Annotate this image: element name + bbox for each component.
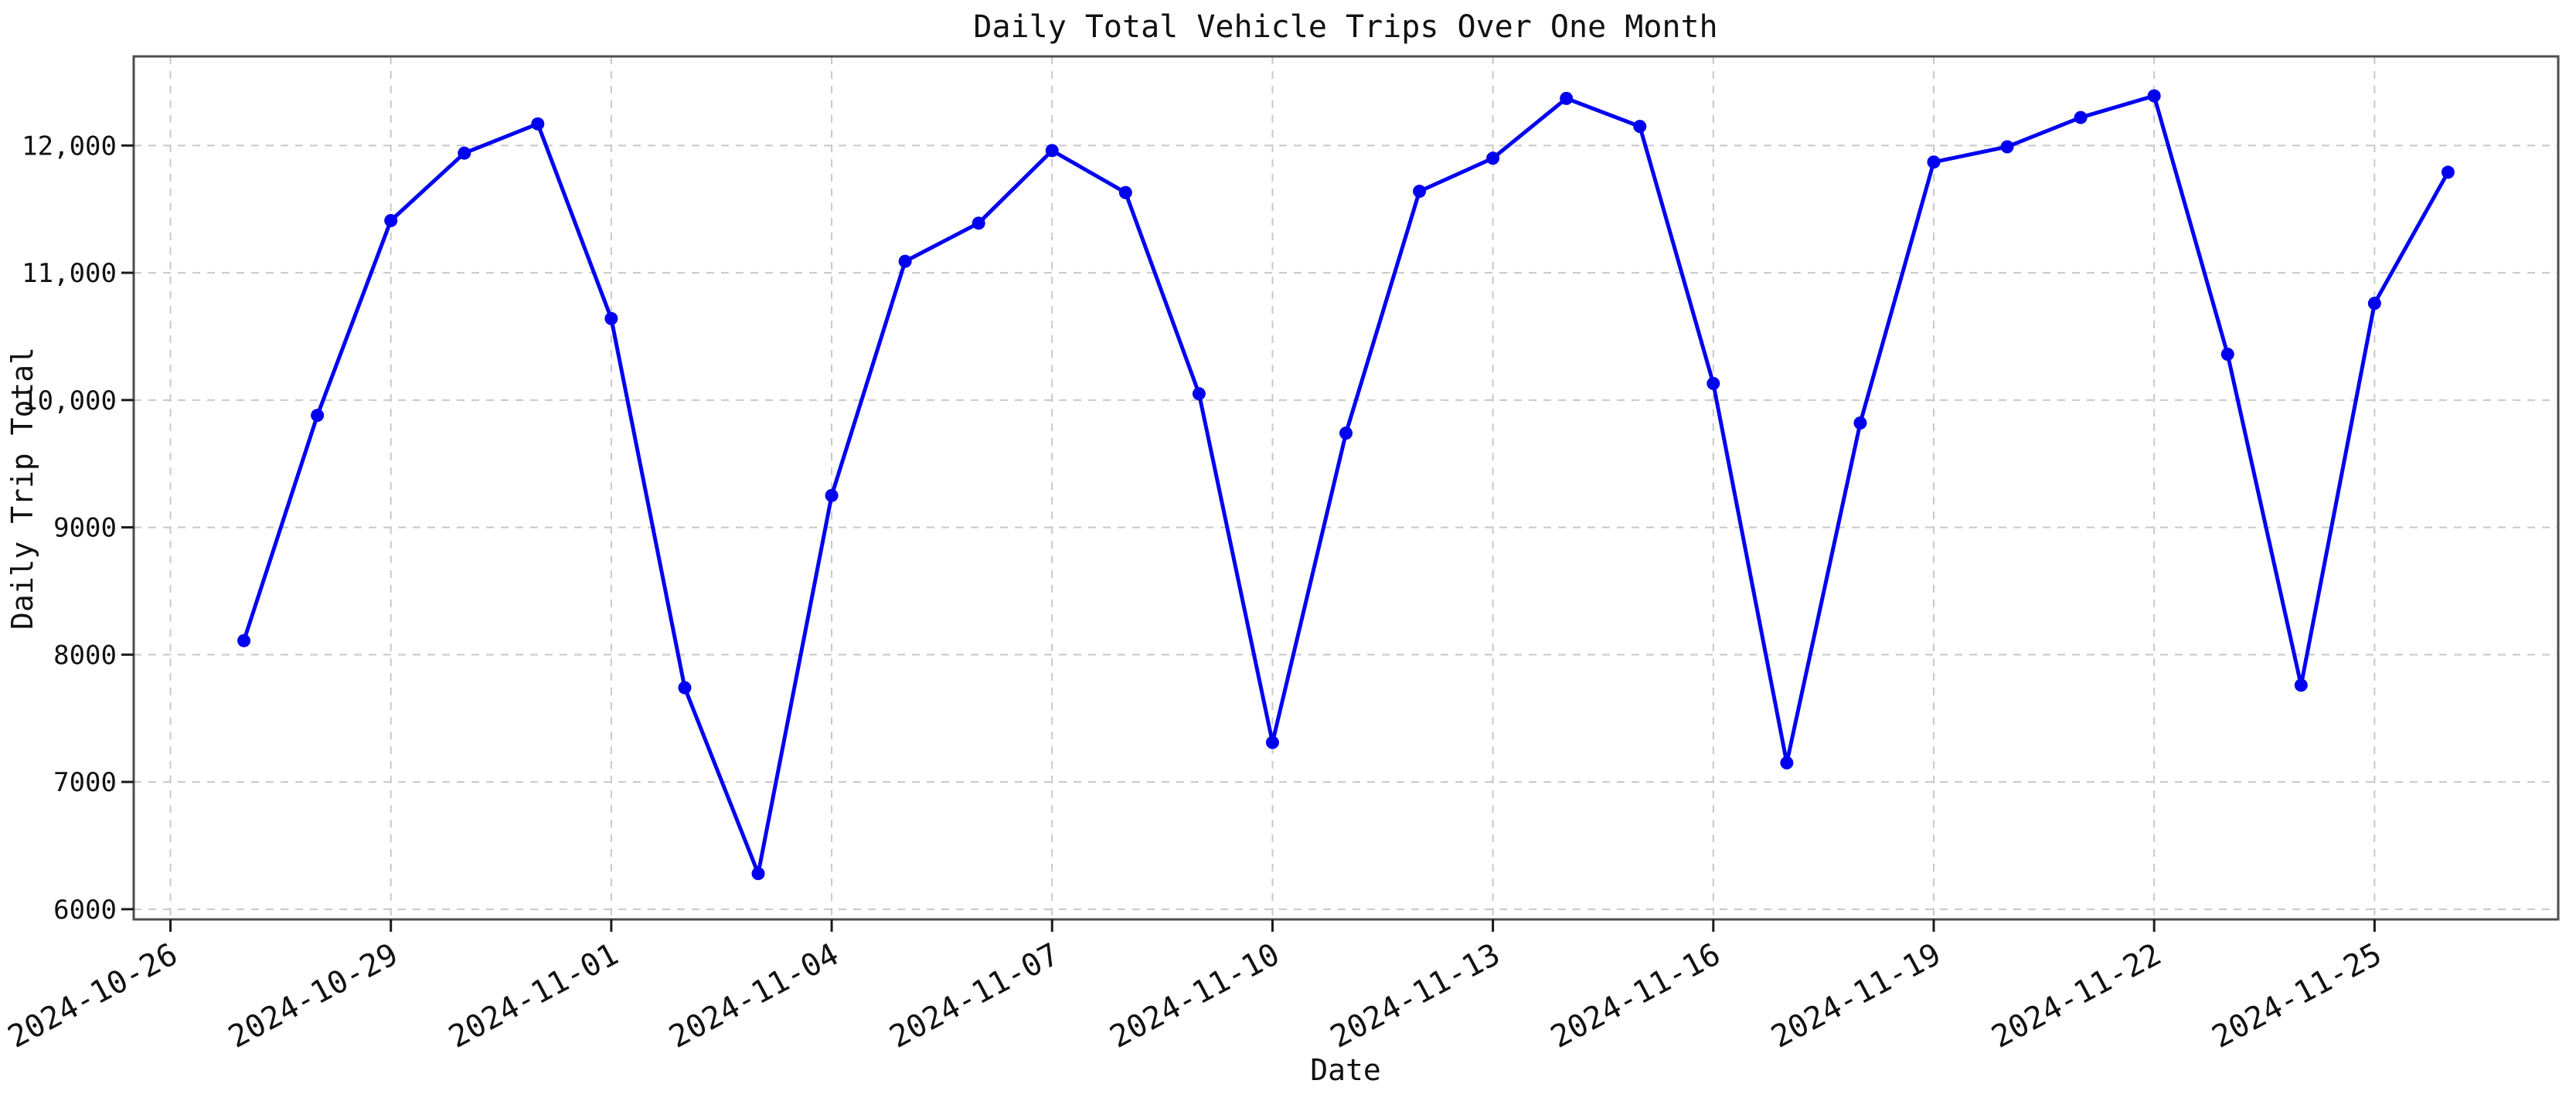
data-point — [311, 409, 325, 423]
tick-marks — [121, 144, 2376, 932]
x-tick-label: 2024-10-29 — [223, 936, 403, 1055]
data-point — [1045, 144, 1059, 158]
data-point — [2147, 89, 2161, 103]
data-point — [1927, 155, 1941, 169]
x-tick-label: 2024-10-26 — [2, 936, 183, 1055]
x-tick-label: 2024-11-07 — [884, 936, 1065, 1055]
y-tick-label: 6000 — [53, 895, 117, 926]
data-point — [1853, 416, 1867, 430]
x-tick-label: 2024-11-19 — [1765, 936, 1946, 1055]
data-point — [825, 488, 839, 502]
plot-border — [132, 55, 2560, 921]
data-point — [384, 214, 398, 228]
data-point — [1780, 756, 1794, 770]
y-axis-label: Daily Trip Total — [5, 347, 39, 630]
trip-series — [237, 89, 2455, 881]
data-point — [898, 254, 912, 268]
y-tick-label: 11,000 — [22, 258, 117, 289]
data-point — [1633, 120, 1647, 134]
data-point — [1265, 736, 1279, 749]
data-point — [1560, 91, 1574, 105]
data-point — [1707, 376, 1720, 390]
x-tick-label: 2024-11-10 — [1104, 936, 1285, 1055]
y-tick-label: 9000 — [53, 513, 117, 544]
data-point — [2367, 297, 2381, 311]
data-point — [678, 681, 692, 695]
data-point — [2294, 678, 2308, 692]
data-point — [237, 634, 251, 647]
y-tick-label: 8000 — [53, 640, 117, 671]
data-point — [2220, 348, 2234, 362]
chart-title: Daily Total Vehicle Trips Over One Month — [973, 9, 1717, 45]
data-point — [751, 867, 765, 881]
data-point — [2000, 140, 2014, 154]
data-point — [1118, 185, 1132, 199]
data-point — [1486, 151, 1500, 165]
y-tick-label: 10,000 — [22, 386, 117, 416]
data-point — [531, 117, 545, 131]
x-tick-label: 2024-11-16 — [1545, 936, 1726, 1055]
y-tick-labels: 6000 7000 8000 9000 10,000 11,000 12,000 — [22, 131, 117, 925]
y-tick-label: 12,000 — [22, 131, 117, 161]
data-point — [1339, 426, 1353, 440]
x-tick-label: 2024-11-04 — [664, 936, 845, 1055]
data-point — [1413, 185, 1427, 199]
x-tick-label: 2024-11-01 — [443, 936, 624, 1055]
data-point — [972, 216, 985, 230]
y-tick-label: 7000 — [53, 767, 117, 798]
data-point — [2074, 110, 2088, 124]
x-tick-label: 2024-11-13 — [1325, 936, 1506, 1055]
trend-line — [242, 93, 2450, 876]
x-tick-labels: 2024-10-26 2024-10-29 2024-11-01 2024-11-04… — [2, 936, 2387, 1055]
x-axis-label: Date — [1310, 1053, 1381, 1087]
gridlines — [134, 56, 2558, 919]
data-point — [2441, 165, 2455, 179]
data-point — [1192, 387, 1206, 401]
data-point — [604, 311, 618, 325]
data-point — [458, 146, 471, 160]
x-tick-label: 2024-11-25 — [2207, 936, 2387, 1055]
x-tick-label: 2024-11-22 — [1986, 936, 2167, 1055]
